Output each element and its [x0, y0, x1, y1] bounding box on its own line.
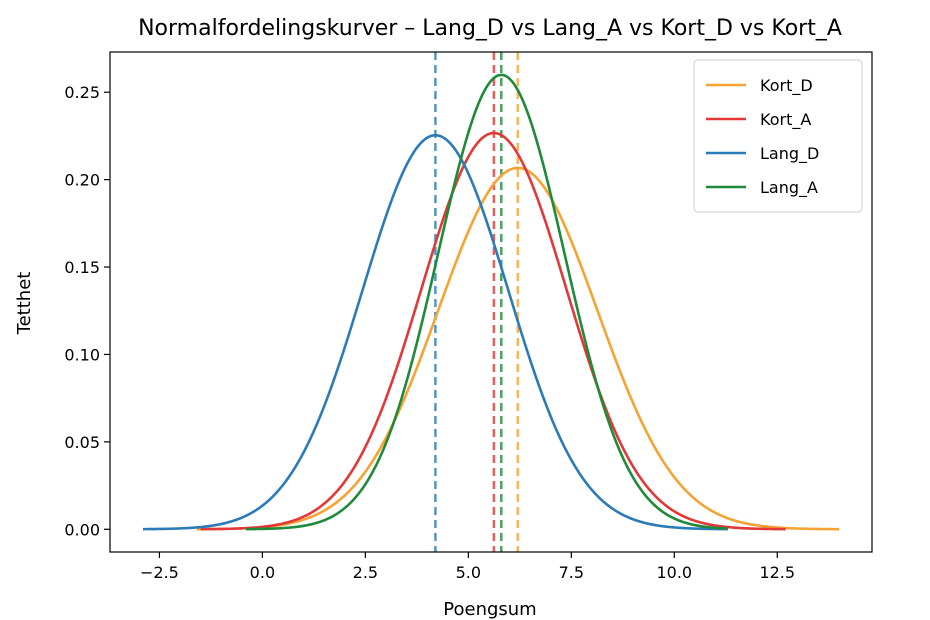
- series-line-lang_d: [142, 133, 728, 531]
- x-tick-label: 7.5: [559, 563, 584, 582]
- series-line-kort_a: [200, 131, 786, 531]
- x-axis-label: Poengsum: [443, 599, 536, 620]
- legend-label-lang_d: Lang_D: [760, 144, 819, 164]
- y-tick-label: 0.10: [64, 345, 100, 364]
- x-tick-label: −2.5: [140, 563, 179, 582]
- legend-label-kort_d: Kort_D: [760, 76, 813, 96]
- legend-label-kort_a: Kort_A: [760, 110, 811, 130]
- plot-area: −2.5 0.0 2.5 5.0 7.5 10.0 12.5 0.00 0.05 0.10 0.15…: [64, 51, 873, 582]
- chart-title: Normalfordelingskurver – Lang_D vs Lang_…: [138, 16, 842, 41]
- y-tick-label: 0.05: [64, 433, 100, 452]
- y-tick-label: 0.15: [64, 258, 100, 277]
- x-tick-label: 2.5: [353, 563, 378, 582]
- series-line-lang_a: [245, 73, 728, 531]
- y-tick-label: 0.25: [64, 83, 100, 102]
- x-tick-label: 5.0: [456, 563, 481, 582]
- y-tick-label: 0.00: [64, 520, 100, 539]
- legend-box: [693, 59, 863, 213]
- legend-label-lang_a: Lang_A: [760, 178, 818, 198]
- series-line-kort_d: [196, 166, 840, 531]
- plot-frame: [109, 51, 873, 553]
- x-tick-label: 10.0: [656, 563, 692, 582]
- y-tick-label: 0.20: [64, 171, 100, 190]
- legend: Kort_D Kort_A Lang_D Lang_A: [693, 59, 863, 213]
- x-tick-label: 0.0: [250, 563, 275, 582]
- x-tick-label: 12.5: [759, 563, 795, 582]
- y-axis-label: Tetthet: [14, 272, 35, 336]
